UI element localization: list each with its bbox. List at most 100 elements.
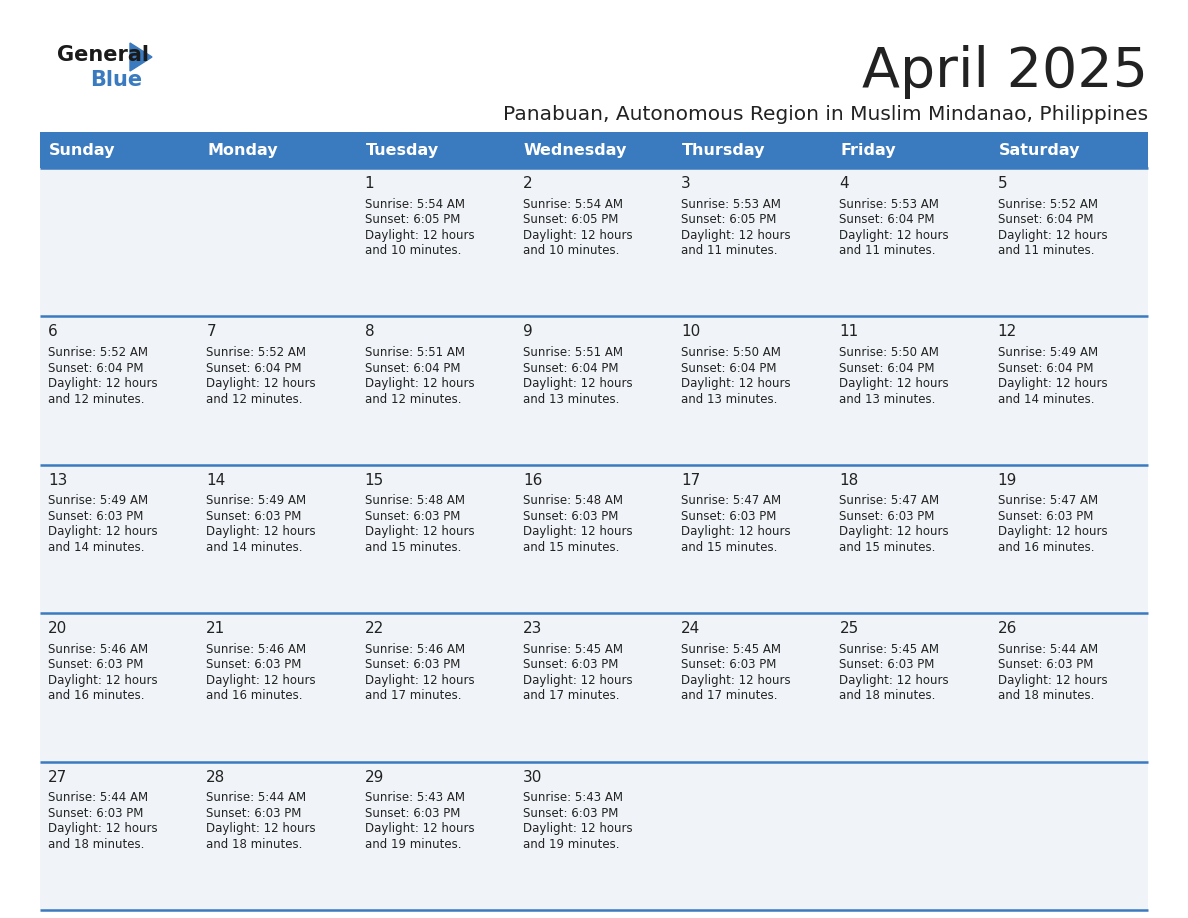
Text: Daylight: 12 hours: Daylight: 12 hours	[681, 674, 791, 687]
Text: 27: 27	[48, 769, 68, 785]
Text: and 12 minutes.: and 12 minutes.	[365, 393, 461, 406]
Text: Sunset: 6:04 PM: Sunset: 6:04 PM	[523, 362, 619, 375]
Text: Daylight: 12 hours: Daylight: 12 hours	[998, 525, 1107, 539]
Text: and 16 minutes.: and 16 minutes.	[998, 541, 1094, 554]
Text: 14: 14	[207, 473, 226, 487]
Text: and 14 minutes.: and 14 minutes.	[998, 393, 1094, 406]
Bar	[514, 465, 674, 613]
Bar	[198, 613, 356, 762]
Text: Saturday: Saturday	[999, 142, 1080, 158]
Text: Sunrise: 5:48 AM: Sunrise: 5:48 AM	[523, 495, 623, 508]
Text: 24: 24	[681, 621, 701, 636]
Text: Tuesday: Tuesday	[366, 142, 438, 158]
Text: Blue: Blue	[90, 70, 143, 90]
Text: Wednesday: Wednesday	[524, 142, 627, 158]
Text: Monday: Monday	[207, 142, 278, 158]
Text: Daylight: 12 hours: Daylight: 12 hours	[365, 377, 474, 390]
Text: and 16 minutes.: and 16 minutes.	[207, 689, 303, 702]
Bar	[356, 465, 514, 613]
Text: Sunset: 6:05 PM: Sunset: 6:05 PM	[365, 213, 460, 226]
Bar	[40, 168, 198, 317]
Bar	[356, 613, 514, 762]
Text: 15: 15	[365, 473, 384, 487]
Text: Sunset: 6:03 PM: Sunset: 6:03 PM	[523, 807, 618, 820]
Text: 11: 11	[840, 324, 859, 340]
Text: 13: 13	[48, 473, 68, 487]
Text: and 17 minutes.: and 17 minutes.	[365, 689, 461, 702]
Bar	[356, 132, 514, 168]
Text: 30: 30	[523, 769, 542, 785]
Text: Daylight: 12 hours: Daylight: 12 hours	[365, 525, 474, 539]
Text: and 18 minutes.: and 18 minutes.	[998, 689, 1094, 702]
Bar	[40, 317, 198, 465]
Text: Daylight: 12 hours: Daylight: 12 hours	[523, 674, 632, 687]
Text: Daylight: 12 hours: Daylight: 12 hours	[207, 823, 316, 835]
Text: 17: 17	[681, 473, 701, 487]
Text: Sunset: 6:03 PM: Sunset: 6:03 PM	[207, 807, 302, 820]
Text: 28: 28	[207, 769, 226, 785]
Bar	[40, 465, 198, 613]
Text: Sunset: 6:03 PM: Sunset: 6:03 PM	[523, 510, 618, 523]
Text: and 14 minutes.: and 14 minutes.	[207, 541, 303, 554]
Bar	[356, 168, 514, 317]
Bar	[198, 168, 356, 317]
Text: Sunset: 6:03 PM: Sunset: 6:03 PM	[523, 658, 618, 671]
Text: Sunset: 6:03 PM: Sunset: 6:03 PM	[48, 658, 144, 671]
Bar	[514, 317, 674, 465]
Text: Panabuan, Autonomous Region in Muslim Mindanao, Philippines: Panabuan, Autonomous Region in Muslim Mi…	[503, 106, 1148, 125]
Text: and 13 minutes.: and 13 minutes.	[681, 393, 777, 406]
Text: Friday: Friday	[840, 142, 896, 158]
Text: Sunrise: 5:52 AM: Sunrise: 5:52 AM	[48, 346, 148, 359]
Text: 9: 9	[523, 324, 532, 340]
Bar	[832, 465, 990, 613]
Bar	[990, 317, 1148, 465]
Text: and 11 minutes.: and 11 minutes.	[840, 244, 936, 257]
Bar	[832, 317, 990, 465]
Text: Sunrise: 5:44 AM: Sunrise: 5:44 AM	[207, 791, 307, 804]
Text: and 13 minutes.: and 13 minutes.	[523, 393, 619, 406]
Text: 23: 23	[523, 621, 542, 636]
Text: Sunrise: 5:46 AM: Sunrise: 5:46 AM	[365, 643, 465, 655]
Bar	[990, 465, 1148, 613]
Text: Daylight: 12 hours: Daylight: 12 hours	[523, 525, 632, 539]
Text: Sunrise: 5:50 AM: Sunrise: 5:50 AM	[840, 346, 940, 359]
Text: Daylight: 12 hours: Daylight: 12 hours	[840, 377, 949, 390]
Text: 26: 26	[998, 621, 1017, 636]
Bar	[674, 762, 832, 910]
Bar	[356, 762, 514, 910]
Text: and 15 minutes.: and 15 minutes.	[840, 541, 936, 554]
Text: 22: 22	[365, 621, 384, 636]
Text: 1: 1	[365, 176, 374, 191]
Text: and 12 minutes.: and 12 minutes.	[48, 393, 145, 406]
Text: Daylight: 12 hours: Daylight: 12 hours	[998, 229, 1107, 241]
Text: Sunday: Sunday	[49, 142, 115, 158]
Text: Sunrise: 5:54 AM: Sunrise: 5:54 AM	[523, 197, 623, 211]
Text: and 17 minutes.: and 17 minutes.	[523, 689, 619, 702]
Text: Sunrise: 5:48 AM: Sunrise: 5:48 AM	[365, 495, 465, 508]
Text: Daylight: 12 hours: Daylight: 12 hours	[523, 823, 632, 835]
Text: and 10 minutes.: and 10 minutes.	[365, 244, 461, 257]
Bar	[832, 132, 990, 168]
Text: Sunset: 6:03 PM: Sunset: 6:03 PM	[207, 658, 302, 671]
Text: Sunrise: 5:45 AM: Sunrise: 5:45 AM	[523, 643, 623, 655]
Text: Sunset: 6:03 PM: Sunset: 6:03 PM	[365, 510, 460, 523]
Text: Sunset: 6:03 PM: Sunset: 6:03 PM	[681, 510, 777, 523]
Text: 25: 25	[840, 621, 859, 636]
Text: Sunrise: 5:47 AM: Sunrise: 5:47 AM	[840, 495, 940, 508]
Text: Sunset: 6:04 PM: Sunset: 6:04 PM	[840, 362, 935, 375]
Text: 19: 19	[998, 473, 1017, 487]
Bar	[674, 465, 832, 613]
Bar	[198, 132, 356, 168]
Text: 5: 5	[998, 176, 1007, 191]
Text: 10: 10	[681, 324, 701, 340]
Text: Daylight: 12 hours: Daylight: 12 hours	[681, 229, 791, 241]
Text: Sunrise: 5:47 AM: Sunrise: 5:47 AM	[681, 495, 782, 508]
Bar	[198, 317, 356, 465]
Text: Sunset: 6:04 PM: Sunset: 6:04 PM	[840, 213, 935, 226]
Text: and 19 minutes.: and 19 minutes.	[365, 838, 461, 851]
Text: Sunset: 6:05 PM: Sunset: 6:05 PM	[681, 213, 777, 226]
Bar	[674, 168, 832, 317]
Text: Sunset: 6:03 PM: Sunset: 6:03 PM	[840, 510, 935, 523]
Bar	[40, 132, 198, 168]
Text: 7: 7	[207, 324, 216, 340]
